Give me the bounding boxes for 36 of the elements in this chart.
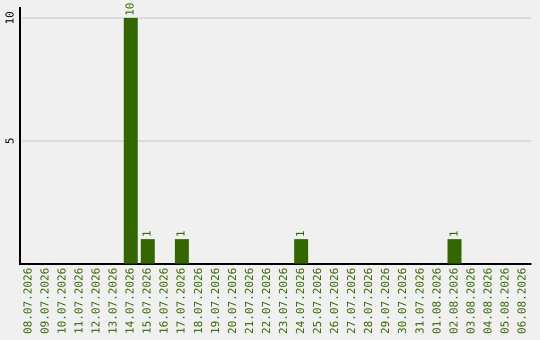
x-tick-label: 03.08.2026 [464, 268, 478, 334]
x-tick-label: 02.08.2026 [447, 268, 460, 334]
x-tick-label: 18.07.2026 [192, 268, 205, 334]
x-tick-label: 11.07.2026 [72, 268, 86, 334]
x-tick-label: 09.07.2026 [38, 268, 52, 334]
x-tick-label: 31.07.2026 [413, 268, 426, 334]
x-tick-label: 06.08.2026 [516, 268, 529, 334]
data-label: 1 [174, 230, 188, 238]
x-tick-label: 12.07.2026 [90, 268, 103, 334]
x-tick-label: 16.07.2026 [158, 268, 171, 334]
x-tick-label: 13.07.2026 [106, 268, 120, 334]
x-tick-label: 23.07.2026 [276, 268, 290, 334]
x-tick-label: 24.07.2026 [294, 268, 308, 334]
x-tick-label: 01.08.2026 [430, 268, 444, 334]
x-tick-label: 14.07.2026 [124, 268, 137, 334]
x-tick-label: 29.07.2026 [379, 268, 392, 334]
x-tick-label: 08.07.2026 [21, 268, 34, 334]
x-tick-label: 25.07.2026 [311, 268, 324, 334]
data-label: 1 [294, 230, 308, 238]
x-tick-label: 15.07.2026 [140, 268, 154, 334]
x-tick-label: 04.08.2026 [481, 268, 494, 334]
x-tick-label: 19.07.2026 [208, 268, 222, 334]
x-tick-label: 26.07.2026 [328, 268, 342, 334]
x-tick-label: 28.07.2026 [362, 268, 376, 334]
data-label: 10 [124, 2, 137, 16]
x-tick-label: 27.07.2026 [345, 268, 358, 334]
x-tick-label: 20.07.2026 [226, 268, 239, 334]
x-tick-label: 10.07.2026 [55, 268, 68, 334]
x-tick-label: 21.07.2026 [242, 268, 256, 334]
data-label: 1 [447, 230, 460, 238]
data-label: 1 [140, 230, 154, 238]
x-tick-label: 22.07.2026 [260, 268, 273, 334]
x-tick-label: 17.07.2026 [174, 268, 188, 334]
x-tick-label: 05.08.2026 [498, 268, 512, 334]
y-tick-label: 5 [3, 137, 16, 144]
x-tick-label: 30.07.2026 [396, 268, 410, 334]
